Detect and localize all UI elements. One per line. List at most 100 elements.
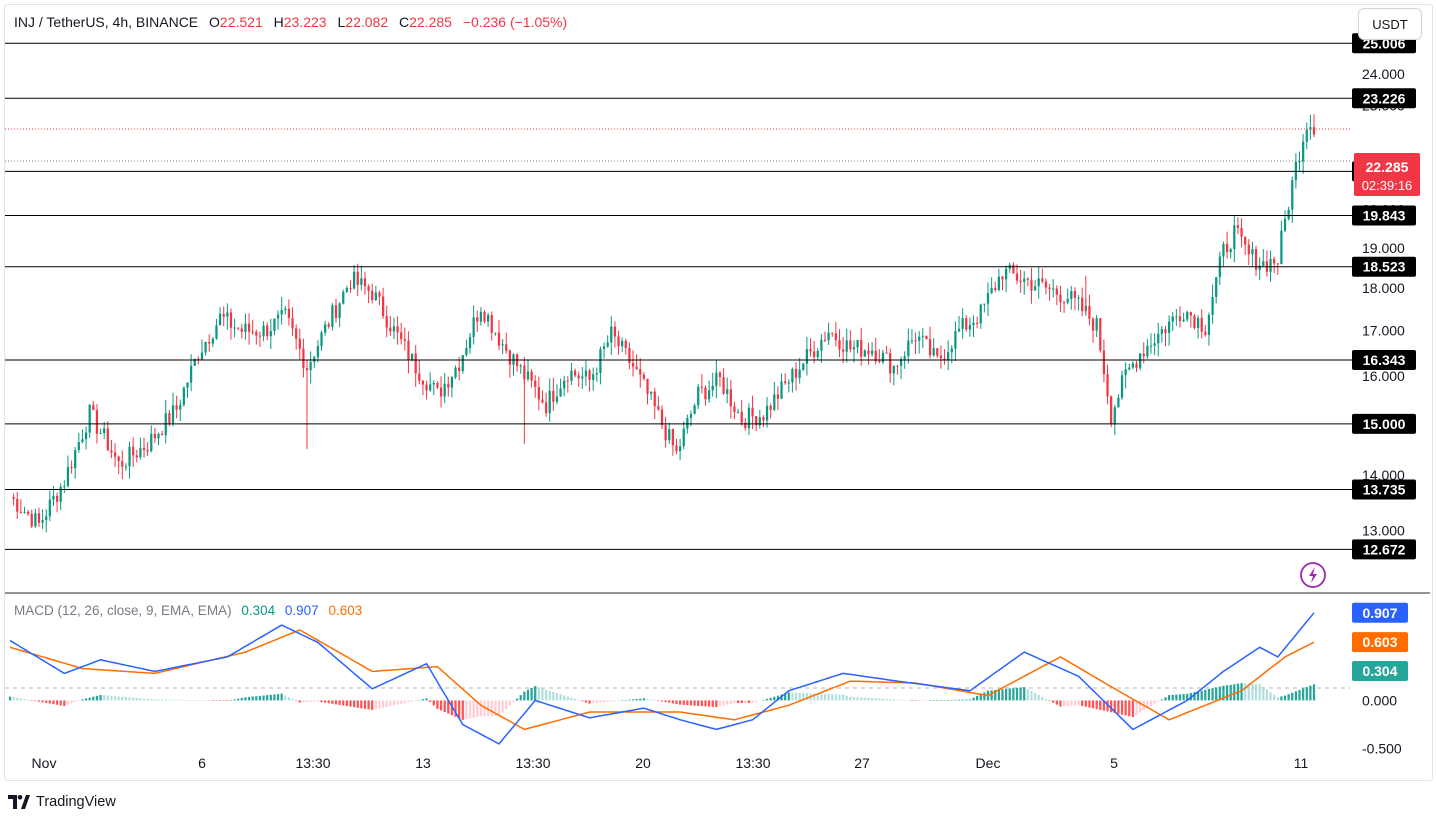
histogram-bar [776,695,780,701]
candle [1175,308,1178,326]
histogram-bar [269,694,272,701]
candle [1131,361,1135,370]
lightning-icon[interactable] [1300,562,1326,588]
histogram-bar [208,700,211,701]
candle [367,284,370,304]
candle [1280,220,1283,265]
histogram-bar [1240,683,1243,701]
candle [74,447,77,479]
candle [324,320,327,336]
histogram-bar [675,700,678,705]
candle [45,509,48,533]
macd-value-tags: 0.907 0.603 0.304 [1352,602,1408,682]
histogram-bar [1066,700,1069,707]
candle [124,463,128,471]
candle [965,315,968,332]
symbol-title[interactable]: INJ / TetherUS, 4h, BINANCE [14,14,199,30]
candle [943,349,946,365]
candle [1120,370,1124,400]
histogram-bar [389,700,392,707]
candle [1160,325,1163,343]
candle [1055,285,1058,306]
candle [1244,236,1247,255]
candle [1276,263,1279,275]
histogram-bar [617,700,620,701]
candle [784,373,787,385]
histogram-bar [1062,700,1066,707]
macd-tick: 0.000 [1362,692,1397,708]
candle [171,392,175,427]
histogram-bar [1294,691,1298,701]
histogram-bar [921,700,924,701]
tradingview-logo-icon [8,795,30,809]
candle [1012,262,1015,274]
histogram-bar [1037,694,1040,701]
footer-brand[interactable]: TradingView [8,794,116,810]
macd-value-tag: 0.304 [1352,661,1408,682]
candle [443,373,446,403]
histogram-bar [957,699,961,701]
candle [881,349,885,365]
candle [349,280,352,293]
histogram-bar [461,700,464,720]
candle [856,339,859,354]
candle [378,290,381,306]
histogram-bar [360,700,363,709]
histogram-bar [146,698,149,701]
histogram-bar [139,698,142,701]
histogram-bar [870,698,874,701]
candle [976,316,979,329]
last-price-tag: 22.285 02:39:16 [1354,153,1420,196]
histogram-bar [95,695,99,701]
histogram-bar [414,700,417,701]
time-tick: 13 [415,755,431,771]
candle [266,322,269,341]
currency-button[interactable]: USDT [1358,8,1422,40]
candle [1283,210,1287,233]
candle [928,326,932,359]
candle [588,368,591,392]
candle [1077,295,1080,311]
histogram-bar [494,700,497,717]
histogram-bar [16,697,19,701]
candle [508,348,511,378]
histogram-bar [12,697,15,701]
candle [458,356,461,381]
candle [678,438,682,461]
histogram-bar [1088,700,1091,708]
histogram-bar [584,700,588,703]
candle [925,335,928,340]
candle [722,368,725,395]
histogram-bar [968,699,972,701]
candle [707,380,711,403]
histogram-bar [762,699,765,701]
histogram-bar [34,700,37,702]
candle [269,318,272,350]
histogram-bar [287,697,291,701]
candle [1189,311,1192,328]
candle [841,336,845,364]
histogram-bar [189,700,193,701]
macd-legend[interactable]: MACD (12, 26, close, 9, EMA, EMA) 0.304 … [14,603,368,618]
candle [1240,218,1243,248]
candle [552,377,555,411]
candle [1073,287,1077,311]
histogram-bar [197,700,200,701]
candle [280,296,283,325]
candle [758,409,761,429]
candle [1215,277,1218,304]
candle [939,345,943,369]
candle [628,342,631,370]
chart-frame [4,4,1433,781]
price-tick: 16.000 [1362,368,1405,384]
histogram-bar [515,698,519,701]
candle [914,332,917,355]
candle [831,332,834,337]
candle [483,310,486,324]
histogram-bar [465,700,468,720]
candle [1117,394,1120,408]
candle [729,379,732,419]
histogram-bar [1280,696,1283,701]
candle [1251,241,1254,267]
